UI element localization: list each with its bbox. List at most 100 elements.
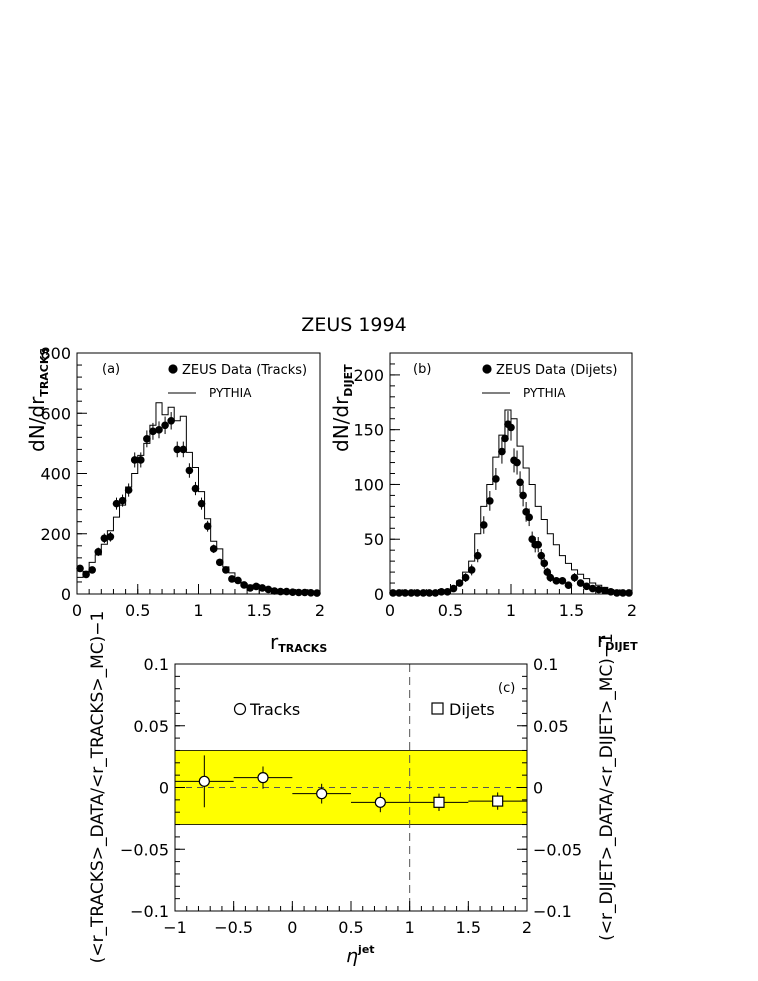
data-point: [106, 532, 115, 541]
y-tick-label: 800: [40, 344, 71, 363]
panel-c-xlabel: ηjet: [346, 943, 375, 967]
data-point: [419, 589, 428, 597]
data-point: [161, 421, 169, 430]
panel-b-frame: [389, 352, 633, 595]
data-point: [136, 456, 145, 464]
panel-a-label: (a): [102, 362, 120, 377]
data-point: [143, 435, 151, 443]
panel-c-ylabel-right: (<r_DIJET>_DATA/<r_DIJET>_MC)−1: [597, 633, 617, 941]
data-point: [486, 497, 494, 505]
y-tick-label: 200: [353, 366, 384, 385]
y-tick-label: −0.1: [130, 902, 169, 921]
x-tick-label: 1.5: [456, 918, 481, 937]
y-tick-label: 600: [40, 404, 71, 423]
panel-a-ylabel: dN/drTRACKS: [25, 348, 51, 452]
panel-b-legend-data-label: ZEUS Data (Dijets): [496, 363, 617, 378]
data-point: [437, 588, 446, 596]
panel-a-ticks: 0 0.5 1 1.5 2 0 200 400 600 800: [40, 344, 325, 620]
x-tick-label: 0: [385, 601, 395, 620]
data-point: [519, 491, 527, 500]
data-point: [582, 582, 591, 591]
panel-c-legend-dijets-label: Dijets: [449, 700, 495, 719]
x-tick-label: 1.5: [247, 601, 272, 620]
x-tick-label: 1: [193, 601, 203, 620]
tracks-point: [374, 796, 386, 808]
data-point: [552, 577, 561, 585]
data-point: [197, 499, 206, 508]
panel-c-xlabel-sup: jet: [357, 943, 375, 956]
data-point: [167, 416, 175, 425]
data-point: [625, 589, 633, 597]
panel-b-ylabel: dN/drDIJET: [329, 364, 355, 452]
data-point: [525, 513, 533, 522]
data-point: [270, 587, 279, 595]
data-point: [492, 475, 500, 483]
panel-a-data-points: [76, 412, 321, 597]
panel-a-legend-mc-label: PYTHIA: [209, 386, 252, 400]
data-point: [118, 496, 127, 505]
x-tick-label: 0: [72, 601, 82, 620]
data-point: [594, 585, 603, 594]
data-point: [413, 589, 422, 597]
data-point: [507, 423, 515, 432]
tracks-point: [257, 772, 269, 784]
data-point: [389, 589, 397, 597]
x-tick-label: 2: [315, 601, 325, 620]
panel-b: 0 0.5 1 1.5 2 0 50 100 150 200 (b) ZEUS Data (Dij…: [329, 352, 638, 653]
panel-b-legend-mc-label: PYTHIA: [523, 386, 566, 400]
data-point: [479, 521, 488, 529]
data-point: [564, 581, 573, 590]
y-tick-label-right: −0.1: [533, 902, 572, 921]
panel-b-ylabel-main: dN/dr: [329, 396, 353, 452]
data-point: [467, 566, 476, 574]
panel-a-xlabel-sub: TRACKS: [278, 642, 327, 655]
figure-title: ZEUS 1994: [301, 314, 406, 336]
data-point: [534, 540, 543, 549]
data-point: [240, 581, 248, 589]
data-point: [191, 484, 200, 493]
x-tick-label: 2: [627, 601, 637, 620]
panel-b-data-points: [389, 411, 633, 597]
x-tick-label: 1: [506, 601, 516, 620]
panel-b-label: (b): [413, 362, 431, 377]
data-point: [149, 427, 157, 436]
panel-c-data-points: [175, 755, 527, 813]
y-tick-label: 200: [40, 525, 71, 544]
data-point: [94, 548, 103, 556]
x-tick-label: −0.5: [214, 918, 253, 937]
data-point: [516, 478, 524, 487]
y-tick-label: −0.05: [120, 840, 169, 859]
panel-a-legend-data-label: ZEUS Data (Tracks): [182, 363, 307, 378]
panel-b-xlabel-sub: DIJET: [605, 640, 638, 653]
data-point: [537, 551, 546, 560]
data-point: [215, 558, 224, 567]
data-point: [294, 588, 303, 597]
data-point: [461, 573, 470, 582]
data-point: [173, 445, 182, 454]
data-point: [570, 573, 579, 582]
panel-b-xlabel: rDIJET: [597, 628, 638, 653]
y-tick-label: 0.1: [144, 655, 169, 674]
tracks-point: [198, 775, 210, 787]
data-point: [473, 551, 482, 560]
data-point: [185, 466, 194, 475]
data-point: [228, 575, 236, 583]
data-point: [288, 588, 297, 596]
data-point: [607, 588, 615, 596]
data-point: [301, 588, 309, 597]
panel-c-legend-tracks-label: Tracks: [249, 700, 300, 719]
data-point: [619, 589, 627, 597]
y-tick-label: 400: [40, 465, 71, 484]
data-point: [112, 499, 121, 508]
panel-a-ylabel-main: dN/dr: [25, 396, 49, 452]
panel-c-ticks: −1 −0.5 0 0.5 1 1.5 2−0.1 −0.1−0.05 −0.050 00.05 0…: [120, 655, 582, 937]
panel-c-legend-tracks-marker: [233, 702, 247, 716]
data-point: [558, 577, 567, 585]
data-point: [513, 458, 521, 467]
panel-a-ylabel-sub: TRACKS: [38, 348, 51, 397]
data-point: [407, 589, 415, 597]
y-tick-label: 0: [61, 585, 71, 604]
panel-b-xlabel-main: r: [597, 628, 606, 652]
x-tick-label: 1: [405, 918, 415, 937]
tracks-point: [316, 788, 328, 800]
